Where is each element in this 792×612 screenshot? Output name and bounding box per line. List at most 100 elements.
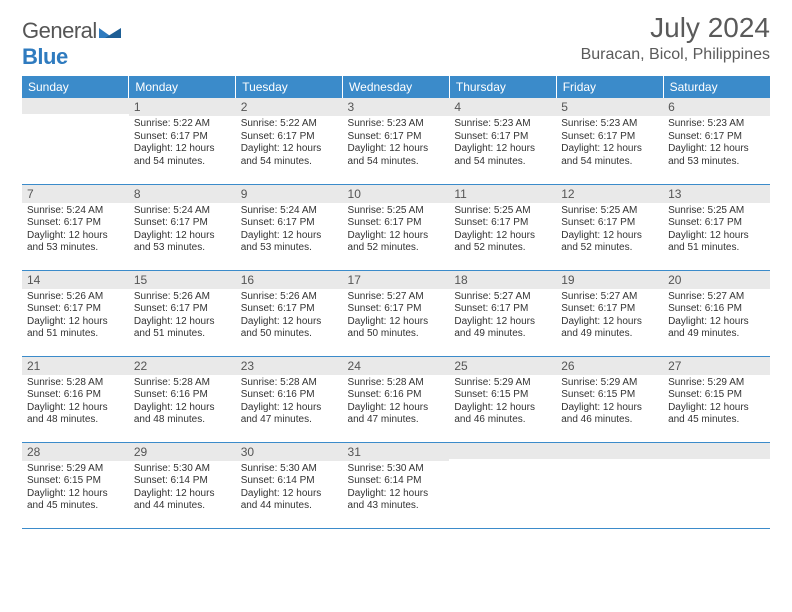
sunset-text: Sunset: 6:15 PM bbox=[454, 389, 551, 402]
sunrise-text: Sunrise: 5:24 AM bbox=[241, 205, 338, 218]
daylight-text: Daylight: 12 hours and 51 minutes. bbox=[27, 316, 124, 341]
sunrise-text: Sunrise: 5:27 AM bbox=[561, 291, 658, 304]
daylight-text: Daylight: 12 hours and 52 minutes. bbox=[561, 230, 658, 255]
calendar-body: 1Sunrise: 5:22 AMSunset: 6:17 PMDaylight… bbox=[22, 98, 770, 528]
day-details: Sunrise: 5:24 AMSunset: 6:17 PMDaylight:… bbox=[22, 203, 129, 259]
day-details: Sunrise: 5:28 AMSunset: 6:16 PMDaylight:… bbox=[236, 375, 343, 431]
weekday-header: Tuesday bbox=[236, 76, 343, 98]
day-number: 3 bbox=[343, 98, 450, 116]
calendar-day-cell: 9Sunrise: 5:24 AMSunset: 6:17 PMDaylight… bbox=[236, 184, 343, 270]
calendar-day-cell: 10Sunrise: 5:25 AMSunset: 6:17 PMDayligh… bbox=[343, 184, 450, 270]
daylight-text: Daylight: 12 hours and 53 minutes. bbox=[241, 230, 338, 255]
day-number: 2 bbox=[236, 98, 343, 116]
sunset-text: Sunset: 6:16 PM bbox=[668, 303, 765, 316]
daylight-text: Daylight: 12 hours and 44 minutes. bbox=[241, 488, 338, 513]
day-number: 9 bbox=[236, 185, 343, 203]
daylight-text: Daylight: 12 hours and 47 minutes. bbox=[348, 402, 445, 427]
calendar-day-cell: 24Sunrise: 5:28 AMSunset: 6:16 PMDayligh… bbox=[343, 356, 450, 442]
day-number: 27 bbox=[663, 357, 770, 375]
title-block: July 2024 Buracan, Bicol, Philippines bbox=[581, 12, 770, 64]
sunrise-text: Sunrise: 5:24 AM bbox=[27, 205, 124, 218]
sunset-text: Sunset: 6:17 PM bbox=[27, 217, 124, 230]
sunset-text: Sunset: 6:17 PM bbox=[241, 131, 338, 144]
calendar-day-cell: 5Sunrise: 5:23 AMSunset: 6:17 PMDaylight… bbox=[556, 98, 663, 184]
day-details: Sunrise: 5:29 AMSunset: 6:15 PMDaylight:… bbox=[556, 375, 663, 431]
calendar-day-cell bbox=[22, 98, 129, 184]
daylight-text: Daylight: 12 hours and 54 minutes. bbox=[134, 143, 231, 168]
sunset-text: Sunset: 6:17 PM bbox=[134, 217, 231, 230]
day-details: Sunrise: 5:23 AMSunset: 6:17 PMDaylight:… bbox=[343, 116, 450, 172]
daylight-text: Daylight: 12 hours and 50 minutes. bbox=[348, 316, 445, 341]
day-number: 24 bbox=[343, 357, 450, 375]
sunset-text: Sunset: 6:16 PM bbox=[134, 389, 231, 402]
calendar-day-cell: 14Sunrise: 5:26 AMSunset: 6:17 PMDayligh… bbox=[22, 270, 129, 356]
calendar-day-cell: 13Sunrise: 5:25 AMSunset: 6:17 PMDayligh… bbox=[663, 184, 770, 270]
sunrise-text: Sunrise: 5:30 AM bbox=[348, 463, 445, 476]
daylight-text: Daylight: 12 hours and 54 minutes. bbox=[348, 143, 445, 168]
daylight-text: Daylight: 12 hours and 51 minutes. bbox=[668, 230, 765, 255]
day-details: Sunrise: 5:23 AMSunset: 6:17 PMDaylight:… bbox=[663, 116, 770, 172]
calendar-week-row: 1Sunrise: 5:22 AMSunset: 6:17 PMDaylight… bbox=[22, 98, 770, 184]
day-number: 7 bbox=[22, 185, 129, 203]
day-number: 4 bbox=[449, 98, 556, 116]
weekday-header: Wednesday bbox=[343, 76, 450, 98]
sunset-text: Sunset: 6:17 PM bbox=[668, 131, 765, 144]
calendar-day-cell: 28Sunrise: 5:29 AMSunset: 6:15 PMDayligh… bbox=[22, 442, 129, 528]
calendar-day-cell bbox=[663, 442, 770, 528]
sunset-text: Sunset: 6:17 PM bbox=[27, 303, 124, 316]
day-details: Sunrise: 5:28 AMSunset: 6:16 PMDaylight:… bbox=[129, 375, 236, 431]
weekday-header: Sunday bbox=[22, 76, 129, 98]
daylight-text: Daylight: 12 hours and 49 minutes. bbox=[561, 316, 658, 341]
calendar-table: Sunday Monday Tuesday Wednesday Thursday… bbox=[22, 76, 770, 529]
calendar-day-cell: 6Sunrise: 5:23 AMSunset: 6:17 PMDaylight… bbox=[663, 98, 770, 184]
day-details: Sunrise: 5:30 AMSunset: 6:14 PMDaylight:… bbox=[343, 461, 450, 517]
sunrise-text: Sunrise: 5:30 AM bbox=[134, 463, 231, 476]
day-details: Sunrise: 5:27 AMSunset: 6:17 PMDaylight:… bbox=[556, 289, 663, 345]
day-number: 31 bbox=[343, 443, 450, 461]
day-number: 8 bbox=[129, 185, 236, 203]
day-details: Sunrise: 5:26 AMSunset: 6:17 PMDaylight:… bbox=[129, 289, 236, 345]
day-number: 17 bbox=[343, 271, 450, 289]
day-details: Sunrise: 5:22 AMSunset: 6:17 PMDaylight:… bbox=[129, 116, 236, 172]
day-number: 20 bbox=[663, 271, 770, 289]
sunset-text: Sunset: 6:16 PM bbox=[27, 389, 124, 402]
calendar-day-cell: 20Sunrise: 5:27 AMSunset: 6:16 PMDayligh… bbox=[663, 270, 770, 356]
daylight-text: Daylight: 12 hours and 47 minutes. bbox=[241, 402, 338, 427]
day-details: Sunrise: 5:26 AMSunset: 6:17 PMDaylight:… bbox=[22, 289, 129, 345]
sunset-text: Sunset: 6:15 PM bbox=[561, 389, 658, 402]
calendar-week-row: 14Sunrise: 5:26 AMSunset: 6:17 PMDayligh… bbox=[22, 270, 770, 356]
calendar-day-cell bbox=[449, 442, 556, 528]
calendar-page: General Blue July 2024 Buracan, Bicol, P… bbox=[0, 0, 792, 529]
sunset-text: Sunset: 6:16 PM bbox=[241, 389, 338, 402]
day-details: Sunrise: 5:26 AMSunset: 6:17 PMDaylight:… bbox=[236, 289, 343, 345]
calendar-day-cell: 7Sunrise: 5:24 AMSunset: 6:17 PMDaylight… bbox=[22, 184, 129, 270]
day-number: 11 bbox=[449, 185, 556, 203]
sunrise-text: Sunrise: 5:23 AM bbox=[348, 118, 445, 131]
logo: General Blue bbox=[22, 18, 121, 70]
calendar-day-cell: 29Sunrise: 5:30 AMSunset: 6:14 PMDayligh… bbox=[129, 442, 236, 528]
sunset-text: Sunset: 6:17 PM bbox=[348, 131, 445, 144]
sunset-text: Sunset: 6:17 PM bbox=[348, 217, 445, 230]
daylight-text: Daylight: 12 hours and 46 minutes. bbox=[454, 402, 551, 427]
calendar-day-cell: 16Sunrise: 5:26 AMSunset: 6:17 PMDayligh… bbox=[236, 270, 343, 356]
sunrise-text: Sunrise: 5:25 AM bbox=[348, 205, 445, 218]
sunset-text: Sunset: 6:17 PM bbox=[134, 131, 231, 144]
calendar-day-cell: 8Sunrise: 5:24 AMSunset: 6:17 PMDaylight… bbox=[129, 184, 236, 270]
weekday-header: Monday bbox=[129, 76, 236, 98]
logo-text-general: General bbox=[22, 18, 97, 43]
day-details: Sunrise: 5:28 AMSunset: 6:16 PMDaylight:… bbox=[22, 375, 129, 431]
sunset-text: Sunset: 6:15 PM bbox=[27, 475, 124, 488]
daylight-text: Daylight: 12 hours and 50 minutes. bbox=[241, 316, 338, 341]
sunrise-text: Sunrise: 5:28 AM bbox=[134, 377, 231, 390]
sunrise-text: Sunrise: 5:23 AM bbox=[454, 118, 551, 131]
sunrise-text: Sunrise: 5:25 AM bbox=[668, 205, 765, 218]
daylight-text: Daylight: 12 hours and 49 minutes. bbox=[454, 316, 551, 341]
sunset-text: Sunset: 6:16 PM bbox=[348, 389, 445, 402]
daylight-text: Daylight: 12 hours and 49 minutes. bbox=[668, 316, 765, 341]
calendar-day-cell: 3Sunrise: 5:23 AMSunset: 6:17 PMDaylight… bbox=[343, 98, 450, 184]
day-details: Sunrise: 5:24 AMSunset: 6:17 PMDaylight:… bbox=[236, 203, 343, 259]
daylight-text: Daylight: 12 hours and 53 minutes. bbox=[27, 230, 124, 255]
day-details: Sunrise: 5:29 AMSunset: 6:15 PMDaylight:… bbox=[663, 375, 770, 431]
daylight-text: Daylight: 12 hours and 48 minutes. bbox=[27, 402, 124, 427]
sunset-text: Sunset: 6:17 PM bbox=[454, 217, 551, 230]
